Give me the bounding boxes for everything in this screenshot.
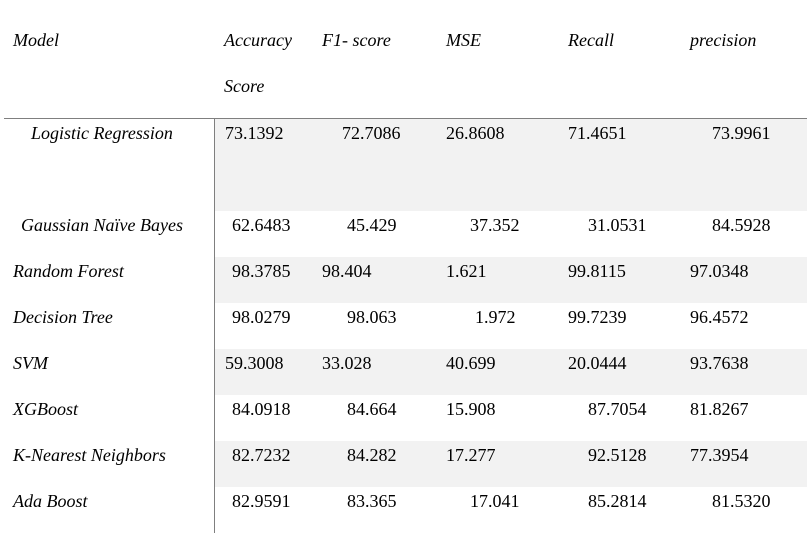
f1-cell: 98.063 xyxy=(347,307,397,327)
accuracy-cell: 84.0918 xyxy=(232,399,291,419)
precision-cell: 81.5320 xyxy=(712,491,771,511)
row-stripe xyxy=(214,119,807,211)
table-row: XGBoost 84.0918 84.664 15.908 87.7054 81… xyxy=(0,395,812,441)
precision-cell: 97.0348 xyxy=(690,261,749,281)
accuracy-cell: 98.0279 xyxy=(232,307,291,327)
mse-cell: 37.352 xyxy=(470,215,520,235)
mse-cell: 1.972 xyxy=(475,307,516,327)
accuracy-cell: 59.3008 xyxy=(225,353,284,373)
precision-cell: 93.7638 xyxy=(690,353,749,373)
header-accuracy-line2: Score xyxy=(224,76,265,96)
recall-cell: 92.5128 xyxy=(588,445,647,465)
table-row: Random Forest 98.3785 98.404 1.621 99.81… xyxy=(0,257,812,303)
precision-cell: 96.4572 xyxy=(690,307,749,327)
recall-cell: 99.7239 xyxy=(568,307,627,327)
accuracy-cell: 82.7232 xyxy=(232,445,291,465)
f1-cell: 84.664 xyxy=(347,399,397,419)
precision-cell: 84.5928 xyxy=(712,215,771,235)
header-mse: MSE xyxy=(446,30,481,50)
header-rule xyxy=(4,118,807,119)
accuracy-cell: 62.6483 xyxy=(232,215,291,235)
model-name: Gaussian Naïve Bayes xyxy=(21,215,183,235)
f1-cell: 45.429 xyxy=(347,215,397,235)
mse-cell: 17.041 xyxy=(470,491,520,511)
header-accuracy-line1: Accuracy xyxy=(224,30,292,50)
table-row: Gaussian Naïve Bayes 62.6483 45.429 37.3… xyxy=(0,211,812,257)
table-row: SVM 59.3008 33.028 40.699 20.0444 93.763… xyxy=(0,349,812,395)
recall-cell: 31.0531 xyxy=(588,215,647,235)
recall-cell: 99.8115 xyxy=(568,261,626,281)
precision-cell: 73.9961 xyxy=(712,123,771,143)
recall-cell: 71.4651 xyxy=(568,123,627,143)
f1-cell: 83.365 xyxy=(347,491,397,511)
model-name: XGBoost xyxy=(13,399,78,419)
model-name: Random Forest xyxy=(13,261,124,281)
header-f1: F1- score xyxy=(322,30,391,50)
precision-cell: 81.8267 xyxy=(690,399,749,419)
table-row: Logistic Regression 73.1392 72.7086 26.8… xyxy=(0,119,812,165)
header-recall: Recall xyxy=(568,30,614,50)
recall-cell: 20.0444 xyxy=(568,353,627,373)
mse-cell: 17.277 xyxy=(446,445,496,465)
table-row: Ada Boost 82.9591 83.365 17.041 85.2814 … xyxy=(0,487,812,533)
mse-cell: 1.621 xyxy=(446,261,487,281)
f1-cell: 33.028 xyxy=(322,353,372,373)
model-name: Decision Tree xyxy=(13,307,113,327)
recall-cell: 85.2814 xyxy=(588,491,647,511)
column-rule xyxy=(214,119,215,533)
table-row: Decision Tree 98.0279 98.063 1.972 99.72… xyxy=(0,303,812,349)
header-model: Model xyxy=(13,30,59,50)
f1-cell: 98.404 xyxy=(322,261,372,281)
accuracy-cell: 73.1392 xyxy=(225,123,284,143)
mse-cell: 26.8608 xyxy=(446,123,505,143)
header-precision: precision xyxy=(690,30,757,50)
mse-cell: 40.699 xyxy=(446,353,496,373)
model-name: K-Nearest Neighbors xyxy=(13,445,166,465)
f1-cell: 84.282 xyxy=(347,445,397,465)
row-stripe xyxy=(214,257,807,303)
f1-cell: 72.7086 xyxy=(342,123,401,143)
precision-cell: 77.3954 xyxy=(690,445,749,465)
model-name: Ada Boost xyxy=(13,491,88,511)
model-name: SVM xyxy=(13,353,48,373)
accuracy-cell: 98.3785 xyxy=(232,261,291,281)
row-stripe xyxy=(214,349,807,395)
model-name: Logistic Regression xyxy=(31,123,173,143)
mse-cell: 15.908 xyxy=(446,399,496,419)
table-row: K-Nearest Neighbors 82.7232 84.282 17.27… xyxy=(0,441,812,487)
recall-cell: 87.7054 xyxy=(588,399,647,419)
accuracy-cell: 82.9591 xyxy=(232,491,291,511)
row-stripe xyxy=(214,441,807,487)
